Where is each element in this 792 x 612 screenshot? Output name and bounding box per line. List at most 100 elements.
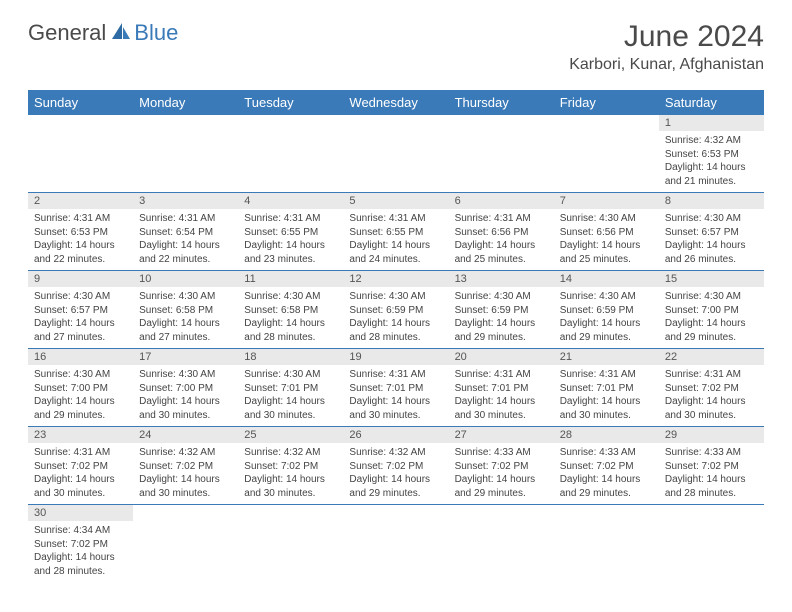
day-number: 26: [343, 427, 448, 443]
day-content: Sunrise: 4:32 AMSunset: 7:02 PMDaylight:…: [238, 443, 343, 504]
day-number: 29: [659, 427, 764, 443]
daylight-text: Daylight: 14 hours and 29 minutes.: [560, 317, 653, 344]
day-number: 18: [238, 349, 343, 365]
daylight-text: Daylight: 14 hours and 28 minutes.: [244, 317, 337, 344]
calendar-cell: 6Sunrise: 4:31 AMSunset: 6:56 PMDaylight…: [449, 193, 554, 271]
sunrise-text: Sunrise: 4:31 AM: [455, 212, 548, 226]
calendar-cell: 22Sunrise: 4:31 AMSunset: 7:02 PMDayligh…: [659, 349, 764, 427]
calendar-cell: 11Sunrise: 4:30 AMSunset: 6:58 PMDayligh…: [238, 271, 343, 349]
day-content: Sunrise: 4:30 AMSunset: 6:59 PMDaylight:…: [343, 287, 448, 348]
calendar-cell: 21Sunrise: 4:31 AMSunset: 7:01 PMDayligh…: [554, 349, 659, 427]
sunrise-text: Sunrise: 4:30 AM: [139, 368, 232, 382]
daylight-text: Daylight: 14 hours and 25 minutes.: [560, 239, 653, 266]
daylight-text: Daylight: 14 hours and 30 minutes.: [665, 395, 758, 422]
day-header: Monday: [133, 90, 238, 115]
day-content: Sunrise: 4:32 AMSunset: 7:02 PMDaylight:…: [133, 443, 238, 504]
sunrise-text: Sunrise: 4:31 AM: [349, 368, 442, 382]
calendar-cell: [238, 505, 343, 583]
sunset-text: Sunset: 6:59 PM: [349, 304, 442, 318]
day-content: Sunrise: 4:33 AMSunset: 7:02 PMDaylight:…: [659, 443, 764, 504]
calendar-cell: [133, 505, 238, 583]
calendar-cell: 23Sunrise: 4:31 AMSunset: 7:02 PMDayligh…: [28, 427, 133, 505]
calendar-cell: 29Sunrise: 4:33 AMSunset: 7:02 PMDayligh…: [659, 427, 764, 505]
day-number: 22: [659, 349, 764, 365]
calendar-cell: [659, 505, 764, 583]
sunset-text: Sunset: 7:02 PM: [665, 460, 758, 474]
sunset-text: Sunset: 7:01 PM: [244, 382, 337, 396]
daylight-text: Daylight: 14 hours and 28 minutes.: [34, 551, 127, 578]
calendar-cell: 4Sunrise: 4:31 AMSunset: 6:55 PMDaylight…: [238, 193, 343, 271]
day-number: 1: [659, 115, 764, 131]
sunrise-text: Sunrise: 4:30 AM: [560, 290, 653, 304]
sunrise-text: Sunrise: 4:30 AM: [560, 212, 653, 226]
daylight-text: Daylight: 14 hours and 24 minutes.: [349, 239, 442, 266]
calendar-cell: 9Sunrise: 4:30 AMSunset: 6:57 PMDaylight…: [28, 271, 133, 349]
sunrise-text: Sunrise: 4:30 AM: [244, 290, 337, 304]
sunset-text: Sunset: 7:00 PM: [139, 382, 232, 396]
day-number: 14: [554, 271, 659, 287]
calendar-cell: [449, 115, 554, 193]
day-number: 19: [343, 349, 448, 365]
sunrise-text: Sunrise: 4:30 AM: [665, 290, 758, 304]
sunrise-text: Sunrise: 4:32 AM: [139, 446, 232, 460]
sunset-text: Sunset: 7:02 PM: [139, 460, 232, 474]
sunrise-text: Sunrise: 4:31 AM: [455, 368, 548, 382]
day-content: Sunrise: 4:31 AMSunset: 6:54 PMDaylight:…: [133, 209, 238, 270]
calendar-cell: 27Sunrise: 4:33 AMSunset: 7:02 PMDayligh…: [449, 427, 554, 505]
day-header: Saturday: [659, 90, 764, 115]
calendar-cell: 18Sunrise: 4:30 AMSunset: 7:01 PMDayligh…: [238, 349, 343, 427]
sunrise-text: Sunrise: 4:33 AM: [665, 446, 758, 460]
calendar-cell: 12Sunrise: 4:30 AMSunset: 6:59 PMDayligh…: [343, 271, 448, 349]
sunrise-text: Sunrise: 4:31 AM: [34, 446, 127, 460]
day-number: 28: [554, 427, 659, 443]
day-number: 17: [133, 349, 238, 365]
day-number: 2: [28, 193, 133, 209]
day-number: 13: [449, 271, 554, 287]
daylight-text: Daylight: 14 hours and 30 minutes.: [349, 395, 442, 422]
calendar-cell: [343, 115, 448, 193]
day-content: Sunrise: 4:31 AMSunset: 6:53 PMDaylight:…: [28, 209, 133, 270]
sunset-text: Sunset: 6:58 PM: [139, 304, 232, 318]
sunset-text: Sunset: 7:01 PM: [349, 382, 442, 396]
day-content: Sunrise: 4:31 AMSunset: 6:55 PMDaylight:…: [238, 209, 343, 270]
calendar-row: 16Sunrise: 4:30 AMSunset: 7:00 PMDayligh…: [28, 349, 764, 427]
sunset-text: Sunset: 6:57 PM: [34, 304, 127, 318]
daylight-text: Daylight: 14 hours and 27 minutes.: [139, 317, 232, 344]
calendar-cell: [554, 115, 659, 193]
day-content: Sunrise: 4:31 AMSunset: 7:01 PMDaylight:…: [343, 365, 448, 426]
sunset-text: Sunset: 6:54 PM: [139, 226, 232, 240]
daylight-text: Daylight: 14 hours and 29 minutes.: [560, 473, 653, 500]
day-content: Sunrise: 4:31 AMSunset: 7:01 PMDaylight:…: [449, 365, 554, 426]
day-content: Sunrise: 4:30 AMSunset: 6:57 PMDaylight:…: [659, 209, 764, 270]
sunrise-text: Sunrise: 4:30 AM: [455, 290, 548, 304]
logo-sail-icon: [110, 21, 132, 46]
day-content: Sunrise: 4:31 AMSunset: 7:02 PMDaylight:…: [28, 443, 133, 504]
calendar-row: 9Sunrise: 4:30 AMSunset: 6:57 PMDaylight…: [28, 271, 764, 349]
month-title: June 2024: [569, 20, 764, 54]
day-content: Sunrise: 4:30 AMSunset: 6:59 PMDaylight:…: [449, 287, 554, 348]
sunset-text: Sunset: 6:58 PM: [244, 304, 337, 318]
day-content: Sunrise: 4:30 AMSunset: 6:58 PMDaylight:…: [133, 287, 238, 348]
sunset-text: Sunset: 7:00 PM: [34, 382, 127, 396]
day-number: 4: [238, 193, 343, 209]
calendar-cell: [449, 505, 554, 583]
sunrise-text: Sunrise: 4:30 AM: [34, 290, 127, 304]
daylight-text: Daylight: 14 hours and 29 minutes.: [665, 317, 758, 344]
daylight-text: Daylight: 14 hours and 22 minutes.: [34, 239, 127, 266]
sunset-text: Sunset: 7:02 PM: [349, 460, 442, 474]
day-content: Sunrise: 4:31 AMSunset: 6:56 PMDaylight:…: [449, 209, 554, 270]
daylight-text: Daylight: 14 hours and 25 minutes.: [455, 239, 548, 266]
calendar-row: 2Sunrise: 4:31 AMSunset: 6:53 PMDaylight…: [28, 193, 764, 271]
day-header: Friday: [554, 90, 659, 115]
daylight-text: Daylight: 14 hours and 30 minutes.: [455, 395, 548, 422]
calendar-body: 1Sunrise: 4:32 AMSunset: 6:53 PMDaylight…: [28, 115, 764, 582]
logo: General Blue: [28, 20, 178, 46]
calendar-cell: 19Sunrise: 4:31 AMSunset: 7:01 PMDayligh…: [343, 349, 448, 427]
day-number: 15: [659, 271, 764, 287]
calendar-header-row: Sunday Monday Tuesday Wednesday Thursday…: [28, 90, 764, 115]
day-content: Sunrise: 4:30 AMSunset: 7:01 PMDaylight:…: [238, 365, 343, 426]
calendar-cell: 15Sunrise: 4:30 AMSunset: 7:00 PMDayligh…: [659, 271, 764, 349]
day-number: 24: [133, 427, 238, 443]
sunset-text: Sunset: 7:02 PM: [34, 460, 127, 474]
calendar-cell: 30Sunrise: 4:34 AMSunset: 7:02 PMDayligh…: [28, 505, 133, 583]
